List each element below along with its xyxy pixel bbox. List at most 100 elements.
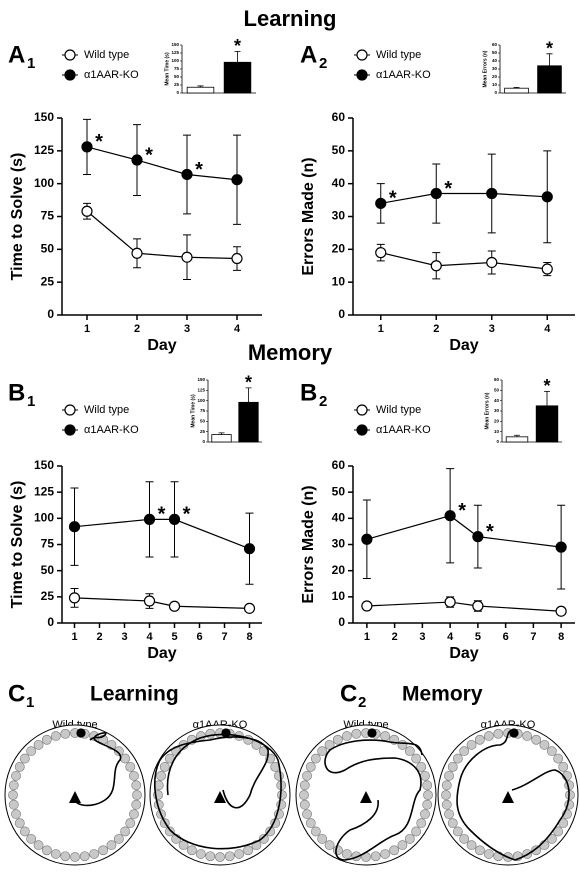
- maze-hole: [206, 729, 215, 738]
- x-tick-label: 4: [234, 323, 241, 335]
- bar: [224, 62, 251, 93]
- maze-hole: [235, 849, 244, 858]
- y-tick-label: 100: [197, 398, 205, 403]
- maze-hole: [333, 846, 342, 855]
- maze-hole: [156, 771, 165, 780]
- maze-hole: [565, 790, 574, 799]
- panel-letter: B: [8, 379, 25, 406]
- maze-hole: [494, 729, 503, 738]
- data-point: [473, 532, 483, 542]
- data-point: [556, 606, 566, 616]
- maze-hole: [132, 781, 141, 790]
- y-tick-label: 50: [200, 419, 206, 424]
- legend-label: α1AAR-KO: [376, 69, 431, 81]
- x-tick-label: 2: [134, 323, 140, 335]
- y-tick-label: 0: [494, 90, 497, 95]
- panel-number: 2: [319, 55, 327, 72]
- panel-title: Learning: [90, 683, 179, 706]
- legend-marker: [65, 70, 75, 80]
- maze-hole: [311, 754, 320, 763]
- maze-hole: [412, 827, 421, 836]
- data-point: [487, 189, 497, 199]
- significance-star: *: [145, 144, 153, 166]
- bar: [187, 87, 214, 93]
- maze-hole: [274, 771, 283, 780]
- y-tick-label: 25: [200, 429, 206, 434]
- x-tick-label: 1: [378, 323, 384, 335]
- data-point: [542, 192, 552, 202]
- maze-hole: [99, 846, 108, 855]
- maze-hole: [51, 849, 60, 858]
- x-tick-label: 4: [447, 631, 454, 643]
- maze-hole: [325, 841, 334, 850]
- x-tick-label: 4: [544, 323, 551, 335]
- x-tick-label: 8: [246, 631, 252, 643]
- y-tick-label: 40: [494, 398, 500, 403]
- panel-letter: A: [8, 41, 25, 68]
- bar: [506, 437, 528, 442]
- maze-hole: [114, 834, 123, 843]
- maze-hole: [20, 827, 29, 836]
- legend-label: α1AAR-KO: [84, 69, 139, 81]
- y-tick-label: 150: [34, 458, 54, 472]
- data-point: [245, 603, 255, 613]
- maze-hole: [484, 849, 493, 858]
- maze-hole: [42, 846, 51, 855]
- y-tick-label: 150: [171, 42, 179, 47]
- maze-hole: [300, 781, 309, 790]
- maze-tracks: [5, 725, 578, 865]
- maze-hole: [8, 790, 17, 799]
- x-tick-label: 5: [171, 631, 177, 643]
- maze-hole: [371, 852, 380, 861]
- legend-label: Wild type: [84, 49, 129, 61]
- legend-marker: [65, 405, 75, 415]
- panel-number: 1: [27, 55, 35, 72]
- maze-hole: [420, 771, 429, 780]
- escape-hole: [221, 728, 230, 737]
- maze-hole: [318, 834, 327, 843]
- maze-hole: [453, 827, 462, 836]
- maze-hole: [442, 800, 451, 809]
- maze-hole: [405, 834, 414, 843]
- maze-hole: [460, 834, 469, 843]
- y-tick-label: 75: [200, 408, 206, 413]
- maze-hole: [453, 754, 462, 763]
- maze-hole: [444, 771, 453, 780]
- maze-hole: [405, 747, 414, 756]
- bar: [212, 435, 231, 442]
- maze-hole: [165, 827, 174, 836]
- data-point: [431, 261, 441, 271]
- maze-hole: [132, 790, 141, 799]
- data-point: [487, 257, 497, 267]
- maze-hole: [129, 810, 138, 819]
- maze-hole: [467, 841, 476, 850]
- maze-hole: [11, 810, 20, 819]
- x-tick-label: 3: [419, 631, 425, 643]
- x-tick-label: 1: [71, 631, 77, 643]
- maze-hole: [342, 849, 351, 858]
- y-tick-label: 75: [41, 209, 55, 223]
- maze-hole: [306, 819, 315, 828]
- y-tick-label: 75: [41, 537, 55, 551]
- maze-hole: [34, 740, 43, 749]
- y-tick-label: 20: [494, 419, 500, 424]
- x-tick-label: 1: [364, 631, 370, 643]
- data-point: [182, 169, 192, 179]
- maze-hole: [311, 827, 320, 836]
- maze-hole: [129, 771, 138, 780]
- legend-label: α1AAR-KO: [376, 424, 431, 436]
- data-point: [145, 596, 155, 606]
- maze-hole: [352, 729, 361, 738]
- maze-hole: [318, 747, 327, 756]
- maze-hole: [42, 735, 51, 744]
- maze-hole: [61, 852, 70, 861]
- y-tick-label: 75: [174, 66, 180, 71]
- data-point: [182, 252, 192, 262]
- y-tick-label: 10: [332, 274, 346, 288]
- maze-hole: [244, 846, 253, 855]
- maze-hole: [554, 754, 563, 763]
- y-tick-label: 50: [41, 563, 55, 577]
- y-tick-label: 0: [202, 439, 205, 444]
- data-point: [232, 254, 242, 264]
- significance-star: *: [245, 373, 252, 393]
